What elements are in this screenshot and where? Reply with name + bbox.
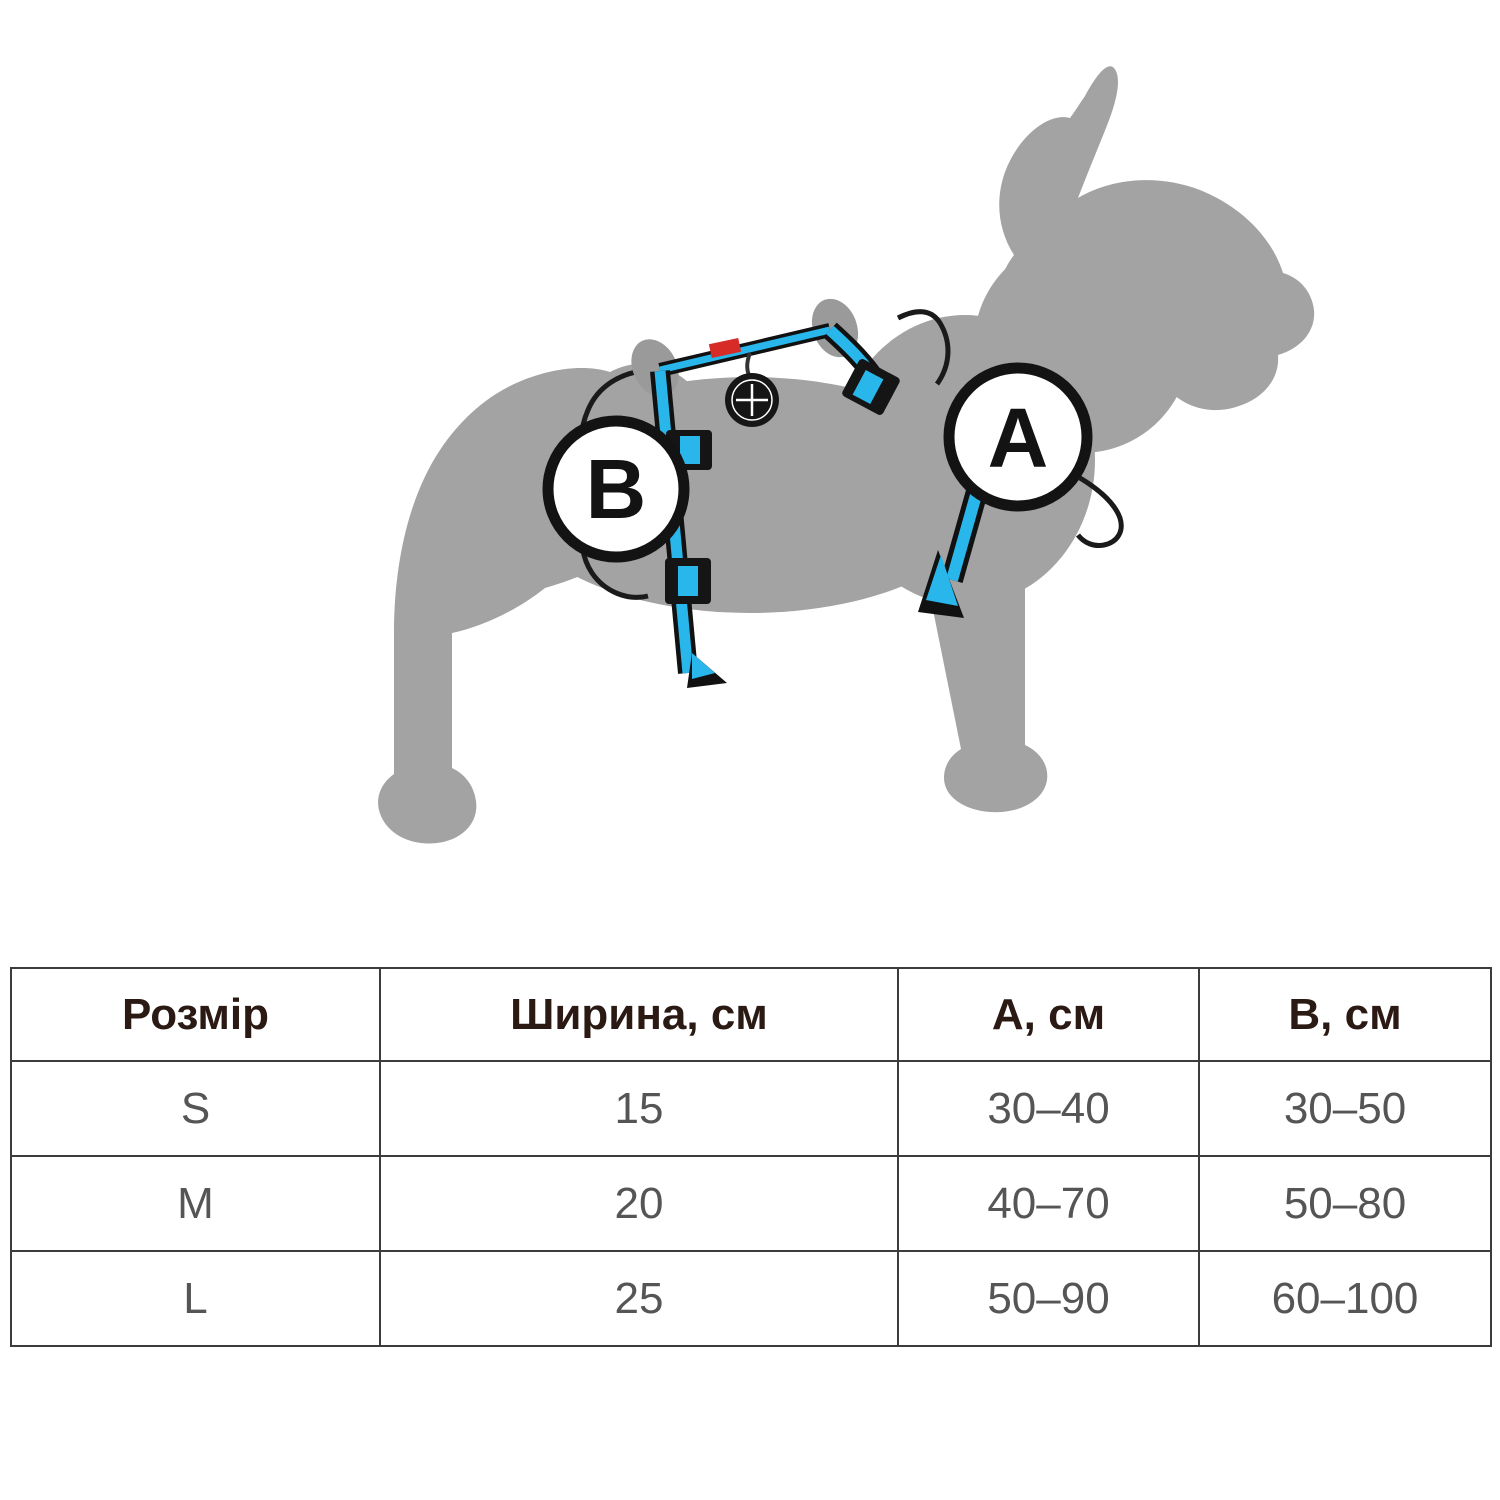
svg-text:A: A [988,391,1049,485]
svg-text:B: B [586,442,647,536]
